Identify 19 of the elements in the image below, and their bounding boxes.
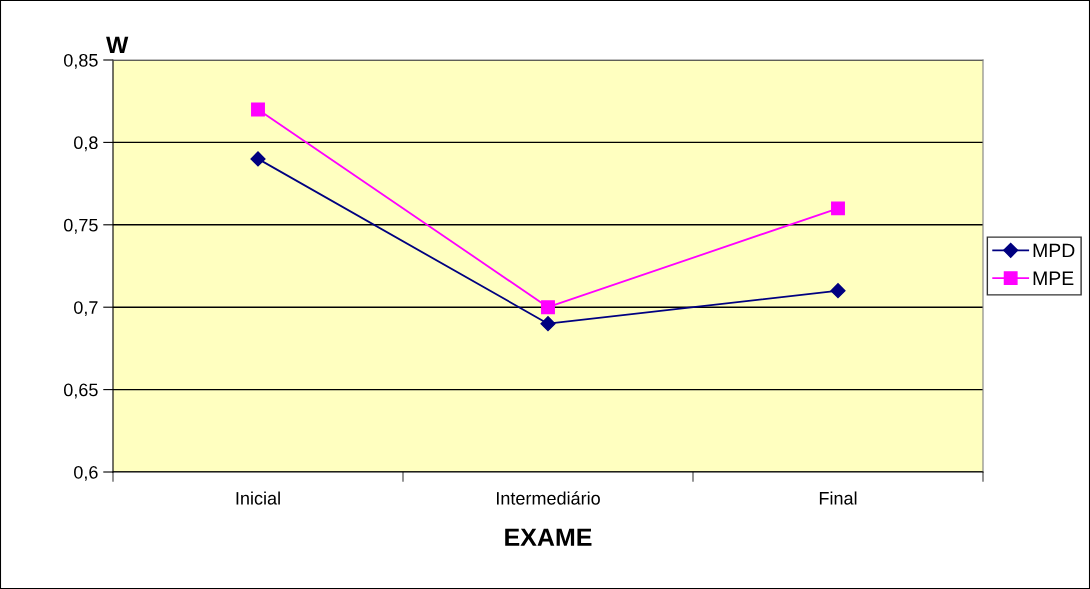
x-tick-label: Final <box>819 491 857 505</box>
point <box>251 102 265 117</box>
x-axis-title: EXAME <box>505 528 592 546</box>
y-tick-label: 0,65 <box>63 383 98 399</box>
point <box>830 283 846 299</box>
point <box>250 151 266 167</box>
legend-label: MPE <box>1033 271 1074 285</box>
x-tick-label: Intermediário <box>496 491 600 505</box>
x-tick-label: Inicial <box>236 491 280 505</box>
y-tick-label: 0,85 <box>63 53 98 69</box>
y-tick-label: 0,8 <box>74 136 98 152</box>
point <box>540 316 556 332</box>
y-tick-label: 0,7 <box>74 301 98 317</box>
y-tick-label: 0,6 <box>74 465 98 481</box>
point <box>831 201 845 216</box>
point <box>541 300 555 315</box>
y-axis-title: W <box>106 36 129 54</box>
y-tick-label: 0,75 <box>63 218 98 234</box>
legend-label: MPD <box>1033 243 1075 258</box>
